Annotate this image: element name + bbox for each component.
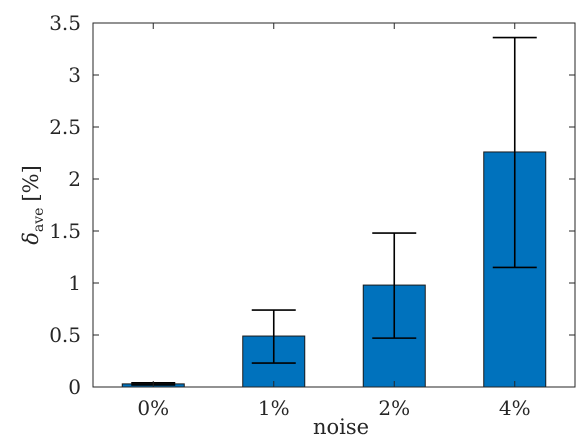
y-axis-label-symbol: δ bbox=[19, 232, 43, 245]
axes-group bbox=[92, 22, 576, 388]
y-tick-label-4: 2 bbox=[68, 167, 81, 191]
x-tick-label-0: 0% bbox=[137, 396, 169, 420]
y-axis-label-subscript: ave bbox=[31, 208, 47, 233]
y-tick-label-6: 3 bbox=[68, 63, 81, 87]
x-tick-label-1: 1% bbox=[258, 396, 290, 420]
y-tick-label-5: 2.5 bbox=[49, 115, 81, 139]
x-tick-label-2: 2% bbox=[378, 396, 410, 420]
y-tick-label-7: 3.5 bbox=[49, 11, 81, 35]
y-tick-label-0: 0 bbox=[68, 375, 81, 399]
y-tick-label-1: 0.5 bbox=[49, 323, 81, 347]
x-axis-label: noise bbox=[313, 415, 369, 437]
y-tick-label-2: 1 bbox=[68, 271, 81, 295]
y-axis-label-unit: [%] bbox=[19, 165, 43, 201]
axes-box bbox=[92, 22, 576, 388]
x-tick-label-3: 4% bbox=[499, 396, 531, 420]
y-axis-label: δave [%] bbox=[19, 165, 47, 245]
y-tick-label-3: 1.5 bbox=[49, 219, 81, 243]
bars-group bbox=[121, 151, 547, 388]
x-ticks-group: 0% 1% 2% 4% bbox=[137, 23, 531, 420]
error-bars-group bbox=[131, 36, 537, 386]
y-ticks-group: 0 0.5 1 1.5 2 2.5 3 3.5 bbox=[49, 11, 575, 399]
